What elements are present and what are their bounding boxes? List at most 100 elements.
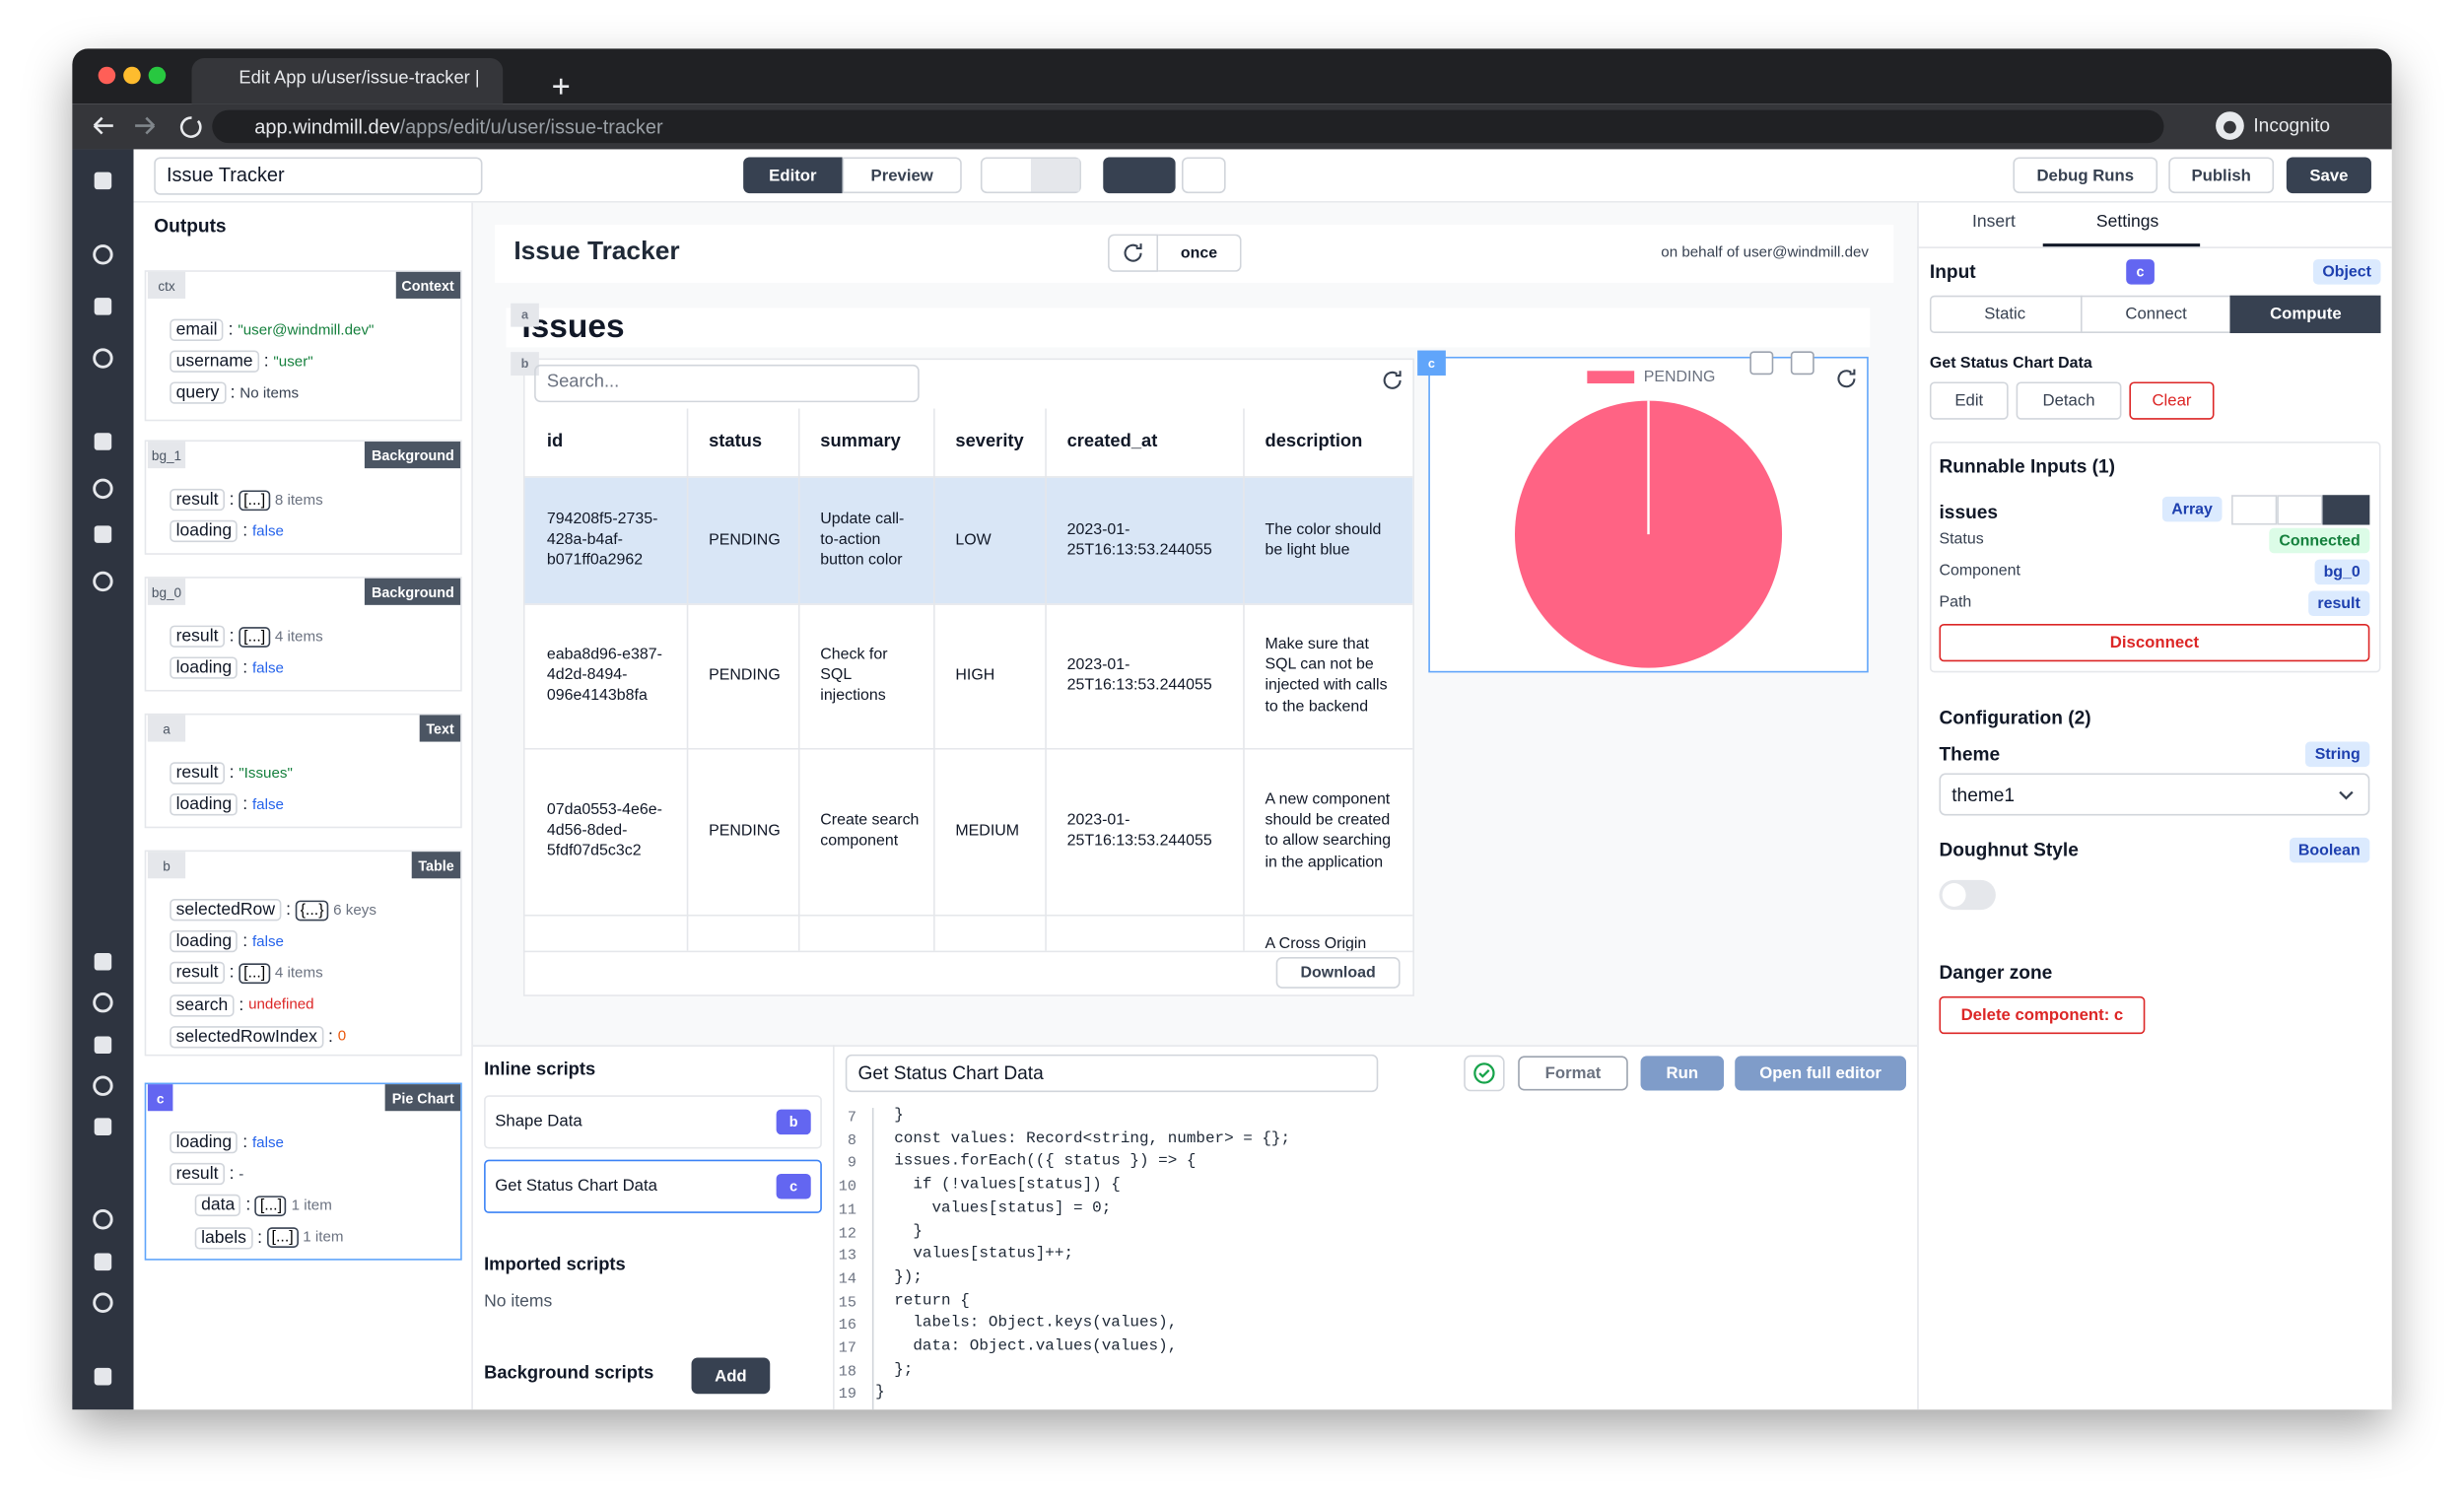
nav-icon xyxy=(94,298,112,315)
input-action[interactable] xyxy=(2231,495,2278,525)
section-title: Imported scripts xyxy=(484,1256,626,1275)
row-divider xyxy=(524,747,1413,750)
nav-icon xyxy=(93,1209,113,1230)
download-button[interactable]: Download xyxy=(1275,956,1401,989)
clear-button[interactable]: Clear xyxy=(2129,381,2215,420)
icon-part xyxy=(1473,1062,1495,1084)
output-value: 0 xyxy=(337,1028,347,1046)
output-badge[interactable]: [...] xyxy=(266,1227,299,1249)
layout-toggle[interactable] xyxy=(1103,157,1176,194)
refresh-mode[interactable]: once xyxy=(1158,234,1242,272)
line-number: 14 xyxy=(838,1269,856,1288)
output-row: result: "Issues" xyxy=(170,762,293,785)
tab-divider xyxy=(1917,246,2392,248)
script-card[interactable] xyxy=(484,1159,822,1213)
script-card[interactable] xyxy=(484,1095,822,1149)
tab-title: Edit App u/user/issue-tracker | xyxy=(239,69,480,89)
column-divider xyxy=(1243,408,1245,951)
detach-button[interactable]: Detach xyxy=(2016,381,2122,420)
script-name: Get Status Chart Data xyxy=(1929,355,2092,373)
separator: : xyxy=(229,490,235,510)
profile-name: Incognito xyxy=(2253,114,2331,137)
output-row: data: [...] 1 item xyxy=(194,1195,332,1217)
fullscreen-button[interactable] xyxy=(1181,157,1226,194)
mode-option[interactable]: Static xyxy=(1984,305,2026,324)
output-row: loading: false xyxy=(170,930,284,953)
input-action[interactable] xyxy=(2322,495,2370,525)
output-note: 1 item xyxy=(291,1197,332,1215)
run-button[interactable]: Run xyxy=(1640,1056,1725,1091)
add-button[interactable]: Add xyxy=(691,1357,771,1395)
format-button[interactable]: Format xyxy=(1518,1056,1628,1091)
output-row: query: No items xyxy=(170,382,299,405)
type-tag: Object xyxy=(2312,259,2381,285)
output-key: loading xyxy=(170,1130,239,1154)
code-line: return { xyxy=(875,1292,970,1311)
output-row: loading: false xyxy=(170,793,284,816)
theme-select[interactable] xyxy=(1939,773,2370,816)
refresh-button[interactable] xyxy=(1108,234,1159,272)
sidebar-icons xyxy=(93,171,113,1386)
debug-runs-button[interactable]: Debug Runs xyxy=(2013,157,2158,194)
type-tag: Array xyxy=(2161,496,2223,522)
output-key: search xyxy=(170,993,235,1016)
component-kind-tag: Pie Chart xyxy=(385,1084,461,1112)
output-badge[interactable]: [...] xyxy=(239,963,271,984)
code-line: } xyxy=(875,1385,885,1402)
output-value: false xyxy=(251,795,284,814)
separator: : xyxy=(242,658,248,678)
code-line: values[status]++; xyxy=(875,1246,1074,1265)
chevron xyxy=(2339,790,2354,800)
output-row: result: [...] 4 items xyxy=(170,625,323,648)
disconnect-button[interactable]: Disconnect xyxy=(1939,623,2370,662)
row-divider xyxy=(524,603,1413,605)
column-header: status xyxy=(709,432,763,451)
url-field[interactable]: app.windmill.dev/apps/edit/u/user/issue-… xyxy=(212,109,2164,144)
output-note: 4 items xyxy=(274,627,323,646)
output-badge[interactable]: [...] xyxy=(239,489,271,511)
empty-note: No items xyxy=(484,1292,553,1312)
tool-button xyxy=(1749,351,1774,376)
app-name-input[interactable] xyxy=(154,157,483,195)
active-tab[interactable] xyxy=(191,57,504,104)
device-toggle[interactable] xyxy=(980,157,1081,194)
preview-button[interactable]: Preview xyxy=(842,157,962,194)
output-card xyxy=(144,270,462,422)
column-header: created_at xyxy=(1066,432,1158,451)
output-badge[interactable]: [...] xyxy=(255,1196,287,1216)
output-badge[interactable]: {...} xyxy=(295,899,329,921)
open-editor-button[interactable]: Open full editor xyxy=(1735,1056,1907,1091)
icon-part xyxy=(553,78,570,95)
nav-icon xyxy=(94,1253,112,1271)
selected-row[interactable] xyxy=(524,477,1413,604)
device-active[interactable] xyxy=(1030,159,1080,192)
publish-button[interactable]: Publish xyxy=(2168,157,2275,194)
output-key: result xyxy=(170,1163,225,1186)
output-row: loading: false xyxy=(170,656,284,680)
separator: : xyxy=(229,627,235,647)
output-value: - xyxy=(239,1165,244,1184)
editor-button[interactable]: Editor xyxy=(743,157,843,194)
separator: : xyxy=(229,963,235,984)
table-cell: A new component should be created to all… xyxy=(1265,790,1392,871)
search-input[interactable] xyxy=(534,364,920,403)
insert-tab: Insert xyxy=(1971,212,2016,233)
icon-part xyxy=(1124,243,1142,262)
output-badge[interactable]: [...] xyxy=(239,626,271,648)
script-name-input[interactable] xyxy=(845,1054,1379,1093)
output-value: false xyxy=(251,1133,284,1151)
save-button[interactable]: Save xyxy=(2286,157,2371,194)
outputs-title: Outputs xyxy=(154,215,227,238)
input-action[interactable] xyxy=(2277,495,2323,525)
component-id-tag: c xyxy=(147,1084,173,1112)
output-value: "user" xyxy=(273,353,313,371)
delete-button[interactable]: Delete component: c xyxy=(1939,995,2146,1035)
url-path: /apps/edit/u/user/issue-tracker xyxy=(399,115,663,138)
output-key: email xyxy=(170,318,224,341)
table-cell: 794208f5-2735-428a-b4af-b071ff0a2962 xyxy=(546,511,658,571)
component-id-tag: a xyxy=(147,715,186,742)
mode-option[interactable]: Compute xyxy=(2230,295,2381,334)
mode-option[interactable]: Connect xyxy=(2080,295,2230,334)
edit-button[interactable]: Edit xyxy=(1929,381,2009,420)
